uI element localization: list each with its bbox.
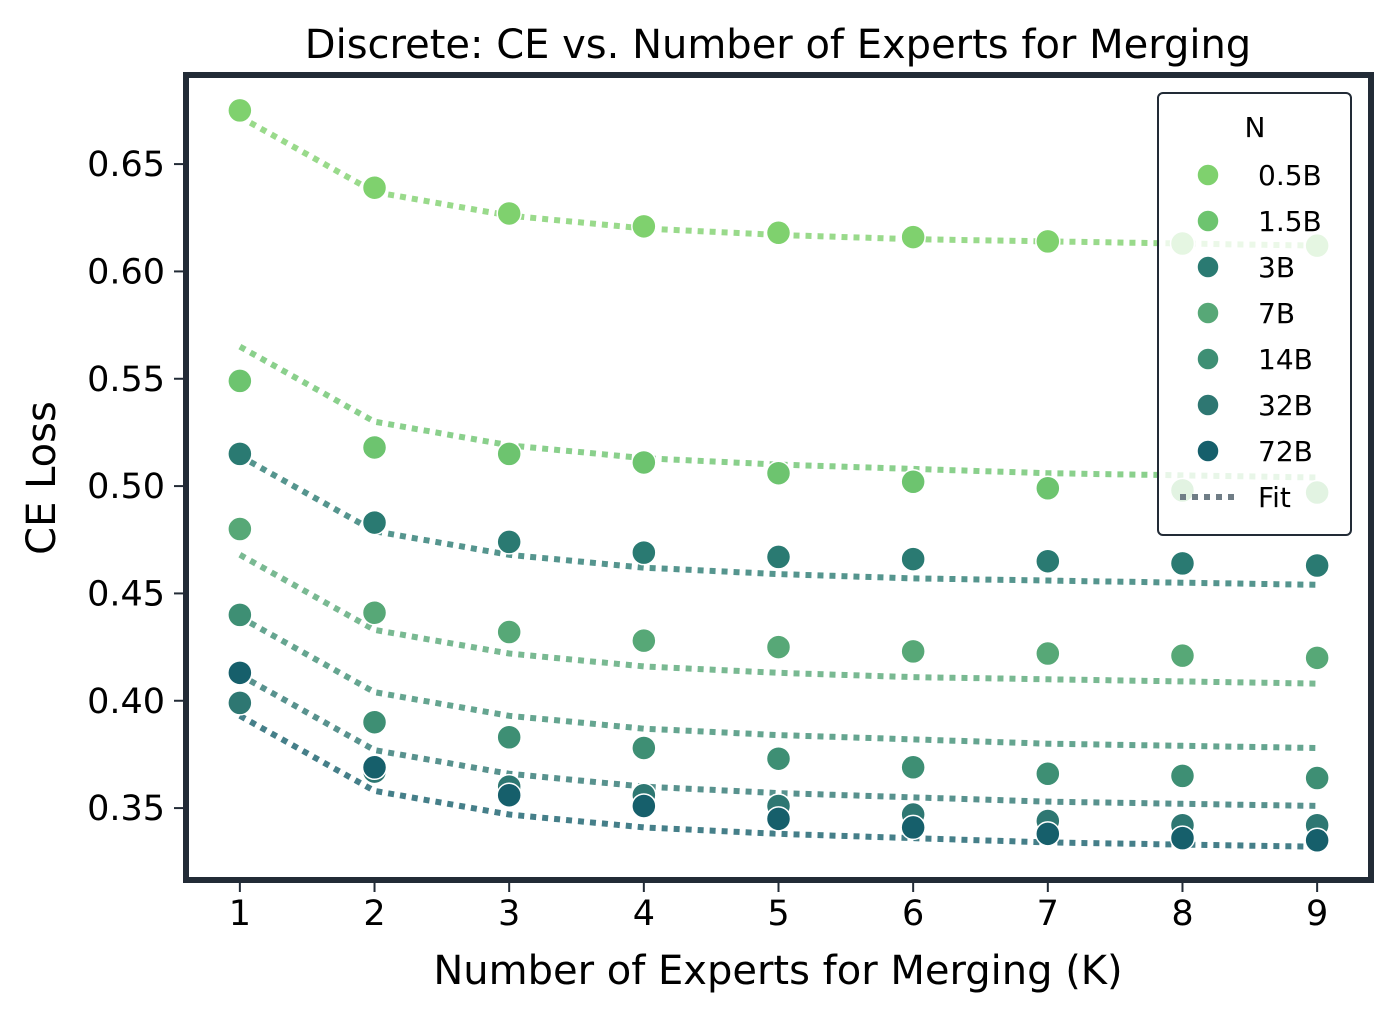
point-0.5B-k1 (227, 97, 253, 124)
point-0.5B-k3 (496, 200, 522, 227)
point-32B-k1 (227, 690, 253, 716)
point-7B-k8 (1169, 642, 1196, 669)
legend-marker-14B (1196, 347, 1220, 371)
x-tick-label: 4 (633, 894, 655, 934)
point-0.5B-k6 (900, 224, 926, 250)
legend-label: 14B (1258, 343, 1313, 376)
point-1.5B-k4 (631, 449, 657, 476)
x-axis-label: Number of Experts for Merging (K) (433, 948, 1122, 994)
x-tick-label: 7 (1037, 894, 1059, 934)
plot-frame (183, 72, 1374, 883)
legend-label: 7B (1258, 297, 1295, 330)
point-7B-k3 (496, 619, 522, 645)
fit-line-1.5B (238, 343, 1318, 481)
point-72B-k7 (1035, 821, 1061, 847)
point-14B-k5 (765, 745, 792, 772)
x-tick-label: 3 (498, 894, 520, 934)
x-tick-label: 2 (363, 894, 385, 934)
point-7B-k5 (765, 634, 792, 660)
point-7B-k7 (1035, 640, 1061, 667)
point-14B-k4 (631, 735, 657, 761)
legend-label: 72B (1258, 435, 1313, 468)
legend-marker-1.5B (1196, 209, 1220, 233)
y-tick-label: 0.55 (87, 360, 165, 400)
legend-marker-72B (1196, 439, 1220, 463)
legend-marker-0.5B (1196, 163, 1220, 187)
point-72B-k2 (361, 754, 388, 781)
point-72B-k6 (900, 814, 926, 841)
y-tick-label: 0.45 (87, 574, 165, 614)
point-3B-k5 (765, 544, 792, 570)
point-0.5B-k7 (1035, 228, 1061, 255)
x-tick-label: 9 (1306, 894, 1328, 934)
point-7B-k2 (361, 599, 388, 626)
point-3B-k7 (1035, 548, 1061, 574)
point-0.5B-k2 (361, 174, 388, 201)
point-1.5B-k7 (1035, 475, 1061, 501)
point-14B-k2 (361, 709, 388, 735)
point-72B-k9 (1304, 827, 1330, 854)
point-1.5B-k2 (361, 434, 388, 461)
point-3B-k3 (496, 529, 522, 555)
point-3B-k9 (1304, 552, 1330, 579)
y-tick-label: 0.50 (87, 467, 165, 507)
point-0.5B-k5 (765, 220, 792, 246)
y-axis: 0.35 0.40 0.45 0.50 0.55 0.60 0.65 (87, 145, 183, 829)
legend-title: N (1245, 111, 1266, 144)
point-3B-k2 (361, 509, 388, 536)
point-7B-k9 (1304, 645, 1330, 671)
point-7B-k1 (227, 516, 253, 542)
point-14B-k1 (227, 602, 253, 628)
legend-marker-7B (1196, 301, 1220, 325)
x-tick-label: 5 (767, 894, 789, 934)
y-tick-label: 0.60 (87, 252, 165, 292)
y-axis-label: CE Loss (19, 401, 65, 555)
point-14B-k9 (1304, 765, 1330, 791)
legend-marker-3B (1196, 255, 1220, 279)
point-0.5B-k4 (631, 213, 657, 240)
x-tick-label: 1 (229, 894, 251, 934)
chart-title: Discrete: CE vs. Number of Experts for M… (305, 22, 1251, 68)
legend-label: 32B (1258, 389, 1313, 422)
y-tick-label: 0.40 (87, 682, 165, 722)
point-7B-k4 (631, 627, 657, 654)
point-3B-k6 (900, 546, 926, 572)
x-tick-label: 6 (902, 894, 924, 934)
point-3B-k4 (631, 539, 657, 566)
legend-label: 0.5B (1258, 159, 1322, 192)
point-72B-k5 (765, 806, 792, 832)
legend-label: 3B (1258, 251, 1295, 284)
point-3B-k8 (1169, 550, 1196, 577)
x-tick-label: 8 (1171, 894, 1193, 934)
y-tick-label: 0.35 (87, 789, 165, 829)
point-14B-k8 (1169, 763, 1196, 789)
point-14B-k3 (496, 724, 522, 750)
x-axis: 1 2 3 4 5 6 7 8 9 (229, 883, 1328, 934)
legend-box (1157, 92, 1352, 536)
point-72B-k3 (496, 782, 522, 808)
point-72B-k1 (227, 660, 253, 686)
legend-label: 1.5B (1258, 205, 1322, 238)
point-14B-k6 (900, 754, 926, 781)
legend: N 0.5B 1.5B 3B 7B 14B 32B 72B Fit (1157, 92, 1352, 536)
point-1.5B-k5 (765, 460, 792, 486)
point-72B-k4 (631, 793, 657, 819)
legend-marker-32B (1196, 393, 1220, 417)
point-1.5B-k6 (900, 469, 926, 495)
legend-label-fit: Fit (1258, 481, 1291, 514)
y-tick-label: 0.65 (87, 145, 165, 185)
point-72B-k8 (1169, 825, 1196, 851)
point-14B-k7 (1035, 760, 1061, 787)
point-1.5B-k3 (496, 441, 522, 467)
fit-line-7B (238, 552, 1318, 687)
point-7B-k6 (900, 638, 926, 665)
point-1.5B-k1 (227, 368, 253, 394)
point-3B-k1 (227, 441, 253, 467)
